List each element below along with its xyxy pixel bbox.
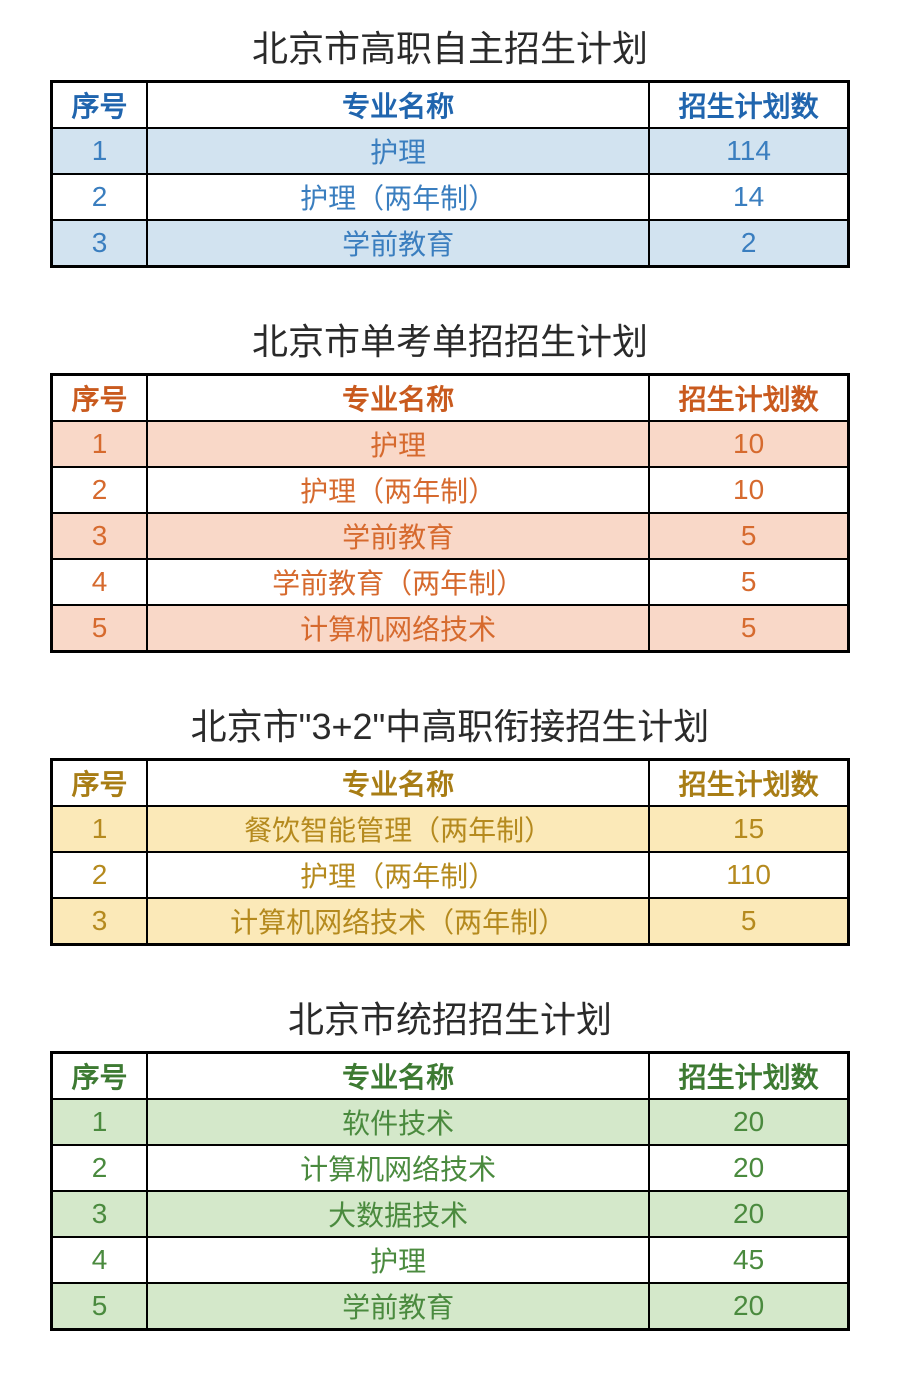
section-title: 北京市统招招生计划 — [50, 991, 850, 1043]
table-cell: 3 — [52, 513, 148, 559]
column-header: 序号 — [52, 375, 148, 422]
table-row: 5计算机网络技术5 — [52, 605, 849, 652]
column-header: 序号 — [52, 82, 148, 129]
table-row: 1餐饮智能管理（两年制）15 — [52, 806, 849, 852]
table-cell: 5 — [649, 898, 848, 945]
table-cell: 5 — [649, 513, 848, 559]
enrollment-table: 序号专业名称招生计划数1护理102护理（两年制）103学前教育54学前教育（两年… — [50, 373, 850, 653]
table-row: 2计算机网络技术20 — [52, 1145, 849, 1191]
table-cell: 20 — [649, 1283, 848, 1330]
column-header: 招生计划数 — [649, 82, 848, 129]
table-cell: 15 — [649, 806, 848, 852]
enrollment-table: 序号专业名称招生计划数1护理1142护理（两年制）143学前教育2 — [50, 80, 850, 268]
table-cell: 2 — [52, 174, 148, 220]
table-row: 4护理45 — [52, 1237, 849, 1283]
table-cell: 10 — [649, 467, 848, 513]
table-cell: 1 — [52, 1099, 148, 1145]
table-cell: 学前教育 — [147, 220, 649, 267]
section-title: 北京市高职自主招生计划 — [50, 20, 850, 72]
table-cell: 护理（两年制） — [147, 174, 649, 220]
table-cell: 计算机网络技术（两年制） — [147, 898, 649, 945]
section-title: 北京市单考单招招生计划 — [50, 313, 850, 365]
column-header: 序号 — [52, 1053, 148, 1100]
column-header: 专业名称 — [147, 375, 649, 422]
table-header-row: 序号专业名称招生计划数 — [52, 82, 849, 129]
enrollment-table: 序号专业名称招生计划数1餐饮智能管理（两年制）152护理（两年制）1103计算机… — [50, 758, 850, 946]
column-header: 序号 — [52, 760, 148, 807]
table-row: 2护理（两年制）14 — [52, 174, 849, 220]
table-cell: 1 — [52, 806, 148, 852]
table-cell: 2 — [52, 1145, 148, 1191]
enrollment-section: 北京市单考单招招生计划序号专业名称招生计划数1护理102护理（两年制）103学前… — [50, 313, 850, 653]
column-header: 招生计划数 — [649, 760, 848, 807]
table-cell: 5 — [649, 605, 848, 652]
table-cell: 学前教育（两年制） — [147, 559, 649, 605]
table-cell: 20 — [649, 1191, 848, 1237]
table-row: 1软件技术20 — [52, 1099, 849, 1145]
section-title: 北京市"3+2"中高职衔接招生计划 — [50, 698, 850, 750]
table-cell: 2 — [649, 220, 848, 267]
table-cell: 110 — [649, 852, 848, 898]
table-row: 1护理10 — [52, 421, 849, 467]
table-row: 2护理（两年制）110 — [52, 852, 849, 898]
enrollment-section: 北京市"3+2"中高职衔接招生计划序号专业名称招生计划数1餐饮智能管理（两年制）… — [50, 698, 850, 946]
column-header: 专业名称 — [147, 82, 649, 129]
table-cell: 护理（两年制） — [147, 467, 649, 513]
table-cell: 20 — [649, 1099, 848, 1145]
enrollment-section: 北京市高职自主招生计划序号专业名称招生计划数1护理1142护理（两年制）143学… — [50, 20, 850, 268]
table-row: 3大数据技术20 — [52, 1191, 849, 1237]
table-cell: 计算机网络技术 — [147, 1145, 649, 1191]
enrollment-section: 北京市统招招生计划序号专业名称招生计划数1软件技术202计算机网络技术203大数… — [50, 991, 850, 1331]
table-row: 4学前教育（两年制）5 — [52, 559, 849, 605]
table-cell: 3 — [52, 220, 148, 267]
table-cell: 1 — [52, 421, 148, 467]
table-cell: 5 — [649, 559, 848, 605]
table-header-row: 序号专业名称招生计划数 — [52, 1053, 849, 1100]
table-row: 3计算机网络技术（两年制）5 — [52, 898, 849, 945]
table-row: 1护理114 — [52, 128, 849, 174]
table-cell: 学前教育 — [147, 513, 649, 559]
table-row: 2护理（两年制）10 — [52, 467, 849, 513]
table-cell: 114 — [649, 128, 848, 174]
table-cell: 餐饮智能管理（两年制） — [147, 806, 649, 852]
table-header-row: 序号专业名称招生计划数 — [52, 760, 849, 807]
table-row: 5学前教育20 — [52, 1283, 849, 1330]
table-cell: 软件技术 — [147, 1099, 649, 1145]
table-row: 3学前教育5 — [52, 513, 849, 559]
column-header: 招生计划数 — [649, 375, 848, 422]
table-cell: 20 — [649, 1145, 848, 1191]
enrollment-table: 序号专业名称招生计划数1软件技术202计算机网络技术203大数据技术204护理4… — [50, 1051, 850, 1331]
table-cell: 4 — [52, 1237, 148, 1283]
table-cell: 学前教育 — [147, 1283, 649, 1330]
table-cell: 5 — [52, 605, 148, 652]
table-cell: 10 — [649, 421, 848, 467]
table-cell: 护理 — [147, 128, 649, 174]
column-header: 专业名称 — [147, 760, 649, 807]
table-cell: 2 — [52, 852, 148, 898]
table-header-row: 序号专业名称招生计划数 — [52, 375, 849, 422]
table-cell: 护理（两年制） — [147, 852, 649, 898]
table-cell: 5 — [52, 1283, 148, 1330]
table-cell: 2 — [52, 467, 148, 513]
table-cell: 计算机网络技术 — [147, 605, 649, 652]
table-cell: 4 — [52, 559, 148, 605]
table-cell: 护理 — [147, 1237, 649, 1283]
table-cell: 45 — [649, 1237, 848, 1283]
table-cell: 3 — [52, 898, 148, 945]
table-row: 3学前教育2 — [52, 220, 849, 267]
column-header: 专业名称 — [147, 1053, 649, 1100]
column-header: 招生计划数 — [649, 1053, 848, 1100]
table-cell: 1 — [52, 128, 148, 174]
table-cell: 3 — [52, 1191, 148, 1237]
table-cell: 护理 — [147, 421, 649, 467]
table-cell: 14 — [649, 174, 848, 220]
table-cell: 大数据技术 — [147, 1191, 649, 1237]
